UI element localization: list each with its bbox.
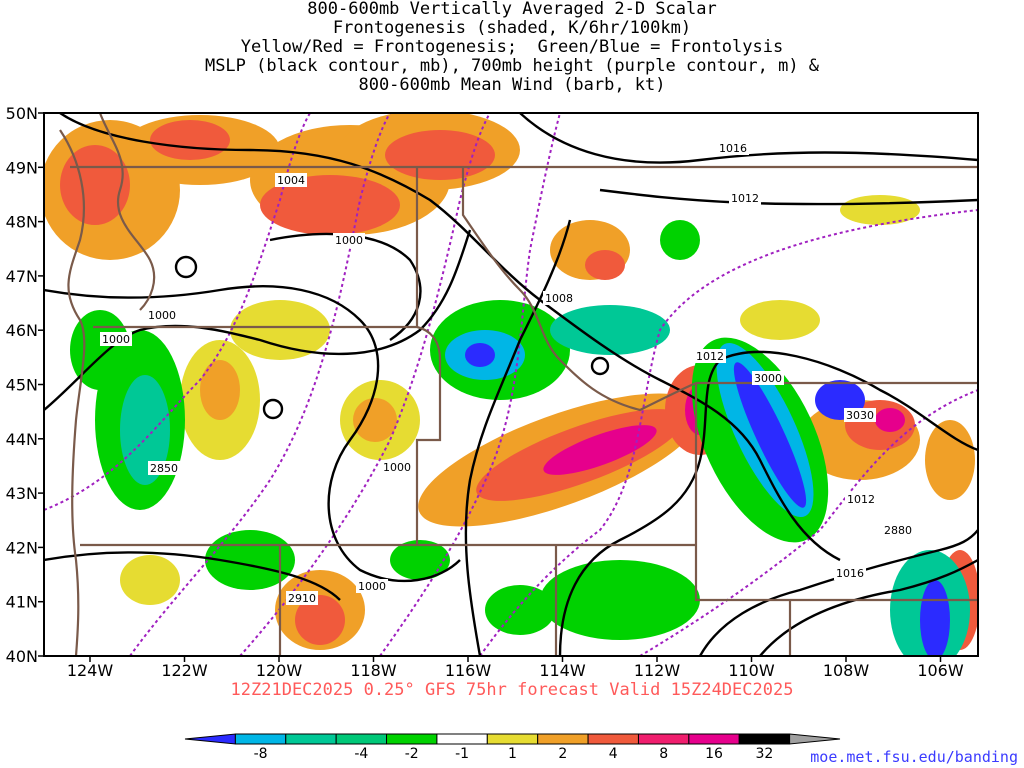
mslp-label: 1000 [335, 234, 363, 247]
colorbar-segment [587, 733, 639, 745]
lat-label: 45N [6, 376, 38, 395]
colorbar: -8 -4 -2 -1 1 2 4 8 16 32 [184, 733, 841, 762]
mslp-label: 1008 [545, 292, 573, 305]
title-line-5: 800-600mb Mean Wind (barb, kt) [358, 75, 666, 95]
mslp-label-box [729, 191, 761, 205]
lon-label: 120W [256, 661, 303, 680]
lon-label: 116W [445, 661, 492, 680]
height-label: 3030 [846, 409, 874, 422]
lat-label: 47N [6, 267, 38, 286]
mslp-label: 1000 [383, 461, 411, 474]
colorbar-segment [637, 733, 690, 745]
mslp-label-box [834, 566, 866, 580]
height-contours [44, 113, 978, 656]
colorbar-segment [335, 733, 388, 745]
colorbar-segment [436, 733, 488, 745]
mslp-label: 1016 [719, 142, 747, 155]
mslp-label-box [275, 173, 307, 187]
lon-label: 118W [350, 661, 397, 680]
colorbar-segment [738, 733, 791, 745]
title-line-1: 800-600mb Vertically Averaged 2-D Scalar [307, 0, 717, 19]
mslp-label-box [694, 349, 726, 363]
height-label: 2880 [884, 524, 912, 537]
lat-label: 43N [6, 484, 38, 503]
title-block: 800-600mb Vertically Averaged 2-D Scalar… [0, 0, 1024, 95]
latitude-labels: 50N 49N 48N 47N 46N 45N 44N 43N 42N 41N 40N [6, 104, 44, 666]
colorbar-tick-label: -4 [354, 746, 368, 762]
lat-label: 46N [6, 321, 38, 340]
title-line-2: Frontogenesis (shaded, K/6hr/100km) [332, 18, 692, 38]
mslp-label-box [100, 332, 132, 346]
colorbar-segment [234, 733, 287, 745]
mslp-label: 1004 [277, 174, 305, 187]
longitude-labels: 124W 122W 120W 118W 116W 114W 112W 110W 108W 106W [67, 656, 964, 680]
mslp-label: 1012 [731, 192, 759, 205]
lat-label: 41N [6, 593, 38, 612]
mslp-label: 1012 [847, 493, 875, 506]
contour-labels: 1016 1012 1004 1000 1000 1000 1008 1012 1000 1012… [100, 141, 914, 605]
title-line-4: MSLP (black contour, mb), 700mb height (… [204, 56, 820, 76]
mslp-contours [44, 113, 978, 656]
colorbar-tick-label: -2 [405, 746, 419, 762]
colorbar-segment [184, 733, 236, 745]
lon-label: 114W [539, 661, 586, 680]
lat-label: 44N [6, 430, 38, 449]
lon-label: 106W [917, 661, 964, 680]
lat-label: 48N [6, 213, 38, 232]
height-label-box [844, 408, 876, 422]
credit-link[interactable]: moe.met.fsu.edu/banding [810, 748, 1018, 766]
mslp-label-box [717, 141, 749, 155]
mslp-label-box [543, 291, 575, 305]
height-label-box [882, 523, 914, 537]
lon-label: 122W [161, 661, 208, 680]
colorbar-segment [537, 733, 589, 745]
colorbar-segment [486, 733, 539, 745]
lon-label: 112W [634, 661, 681, 680]
height-label-box [286, 591, 318, 605]
colorbar-tick-label: -8 [254, 746, 268, 762]
colorbar-segment [386, 733, 438, 745]
colorbar-tick-label: 2 [558, 746, 567, 762]
colorbar-segment [285, 733, 337, 745]
lon-label: 124W [67, 661, 114, 680]
valid-time-line: 12Z21DEC2025 0.25° GFS 75hr forecast Val… [230, 680, 794, 700]
lat-label: 50N [6, 104, 38, 123]
mslp-label-box [356, 579, 388, 593]
mslp-label: 1012 [696, 350, 724, 363]
colorbar-tick-label: 32 [756, 746, 774, 762]
height-label: 2850 [150, 462, 178, 475]
mslp-label: 1000 [358, 580, 386, 593]
mslp-label-box [333, 233, 365, 247]
mslp-label: 1000 [102, 333, 130, 346]
lat-label: 49N [6, 158, 38, 177]
political-borders [59, 113, 978, 656]
height-label-box [752, 371, 784, 385]
lat-label: 42N [6, 538, 38, 557]
height-label: 2910 [288, 592, 316, 605]
colorbar-tick-label: 8 [659, 746, 668, 762]
lat-label: 40N [6, 647, 38, 666]
mslp-label-box [381, 460, 413, 474]
height-label-box [148, 461, 180, 475]
mslp-label: 1016 [836, 567, 864, 580]
mslp-label-box [146, 308, 178, 322]
colorbar-tick-label: -1 [455, 746, 469, 762]
colorbar-segment [789, 733, 841, 745]
mslp-label-box [845, 492, 877, 506]
lon-label: 110W [728, 661, 775, 680]
colorbar-tick-label: 1 [508, 746, 517, 762]
mslp-label: 1000 [148, 309, 176, 322]
height-label: 3000 [754, 372, 782, 385]
colorbar-segment [688, 733, 740, 745]
lon-label: 108W [823, 661, 870, 680]
title-line-3: Yellow/Red = Frontogenesis; Green/Blue =… [240, 37, 784, 57]
colorbar-tick-label: 16 [705, 746, 723, 762]
colorbar-tick-label: 4 [609, 746, 618, 762]
